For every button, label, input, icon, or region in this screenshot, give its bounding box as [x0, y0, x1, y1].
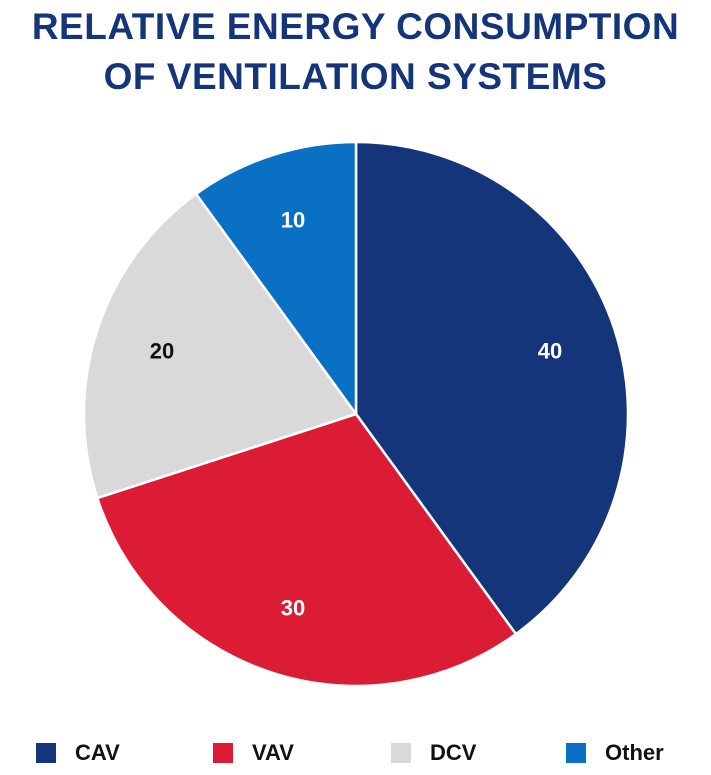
legend-item-cav: CAV — [36, 736, 120, 770]
data-label-other: 10 — [281, 208, 305, 233]
legend-swatch-dcv — [391, 743, 411, 763]
pie-slice-other — [194, 140, 358, 416]
pie-data-labels: 40 30 20 10 — [150, 208, 562, 621]
chart-title-line-2: OF VENTILATION SYSTEMS — [103, 56, 608, 97]
pie-slices — [82, 140, 630, 688]
data-label-cav: 40 — [538, 339, 562, 364]
data-label-vav: 30 — [281, 596, 305, 621]
pie-chart: 40 30 20 10 — [82, 140, 630, 688]
data-label-dcv: 20 — [150, 339, 174, 364]
legend: CAV VAV DCV Other — [0, 736, 711, 770]
legend-label-dcv: DCV — [430, 740, 477, 765]
legend-swatch-cav — [36, 743, 56, 763]
legend-label-cav: CAV — [75, 740, 120, 765]
legend-item-other: Other — [566, 736, 664, 770]
chart-title: RELATIVE ENERGY CONSUMPTION OF VENTILATI… — [0, 2, 711, 102]
legend-swatch-vav — [213, 743, 233, 763]
legend-label-vav: VAV — [252, 740, 294, 765]
pie-slice-dcv — [82, 192, 358, 500]
chart-title-line-1: RELATIVE ENERGY CONSUMPTION — [31, 6, 680, 47]
pie-slice-cav — [354, 140, 630, 636]
pie-slice-vav — [96, 412, 518, 688]
legend-item-dcv: DCV — [391, 736, 476, 770]
legend-item-vav: VAV — [213, 736, 294, 770]
legend-swatch-other — [566, 743, 586, 763]
legend-label-other: Other — [605, 740, 664, 765]
